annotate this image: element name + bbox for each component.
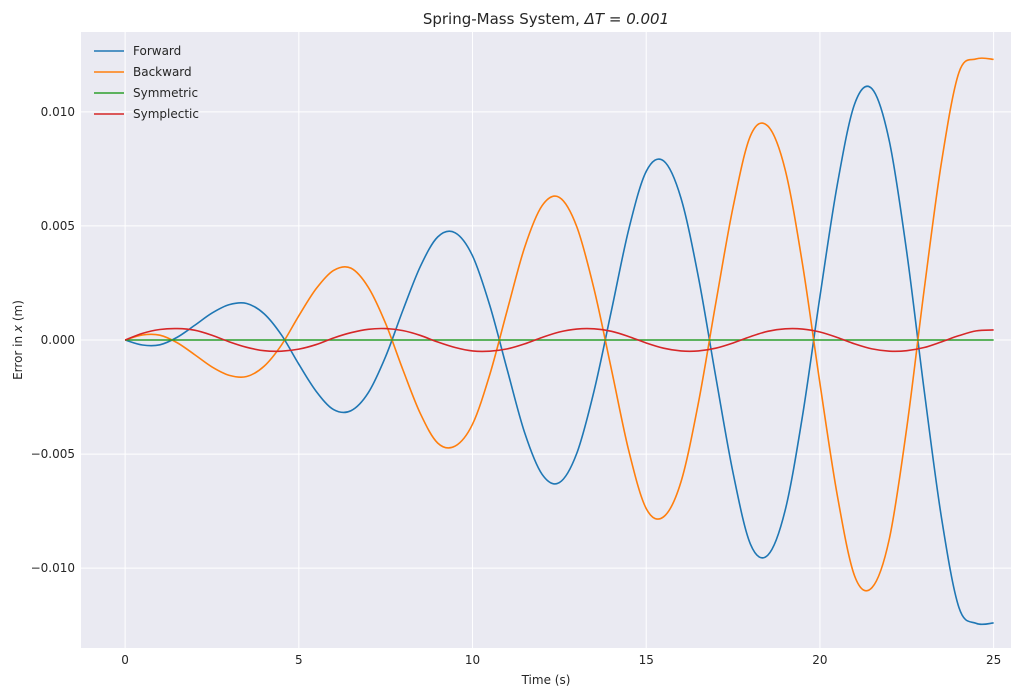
- x-tick-label: 0: [121, 653, 129, 667]
- legend-label-symplectic: Symplectic: [133, 107, 199, 121]
- series-line-forward: [124, 85, 994, 626]
- series-layer: [124, 57, 994, 626]
- y-axis-label: Error in x (m): [11, 300, 25, 380]
- x-axis-label: Time (s): [521, 673, 571, 687]
- y-axis-label-prefix: Error in: [11, 332, 25, 380]
- x-axis-ticks: 0 5 10 15 20 25: [121, 653, 1001, 667]
- x-tick-label: 15: [639, 653, 654, 667]
- series-line-backward: [124, 57, 994, 592]
- y-tick-label: 0.005: [41, 219, 75, 233]
- y-tick-label: −0.010: [31, 561, 75, 575]
- y-tick-label: −0.005: [31, 447, 75, 461]
- x-tick-label: 10: [465, 653, 480, 667]
- y-axis-label-suffix: (m): [11, 300, 25, 325]
- chart-title-prefix: Spring-Mass System,: [423, 10, 585, 28]
- y-tick-label: 0.010: [41, 105, 75, 119]
- legend-label-forward: Forward: [133, 44, 181, 58]
- x-tick-label: 20: [812, 653, 827, 667]
- legend: Forward Backward Symmetric Symplectic: [94, 44, 199, 121]
- series-line-symplectic: [124, 327, 994, 353]
- y-axis-label-var: x: [11, 324, 25, 333]
- legend-label-backward: Backward: [133, 65, 192, 79]
- legend-label-symmetric: Symmetric: [133, 86, 198, 100]
- x-tick-label: 25: [986, 653, 1001, 667]
- chart-title: Spring-Mass System, ΔT = 0.001: [423, 10, 669, 28]
- y-axis-ticks: −0.010 −0.005 0.000 0.005 0.010: [31, 105, 75, 575]
- y-tick-label: 0.000: [41, 333, 75, 347]
- x-tick-label: 5: [295, 653, 303, 667]
- chart-title-math: ΔT = 0.001: [584, 10, 669, 28]
